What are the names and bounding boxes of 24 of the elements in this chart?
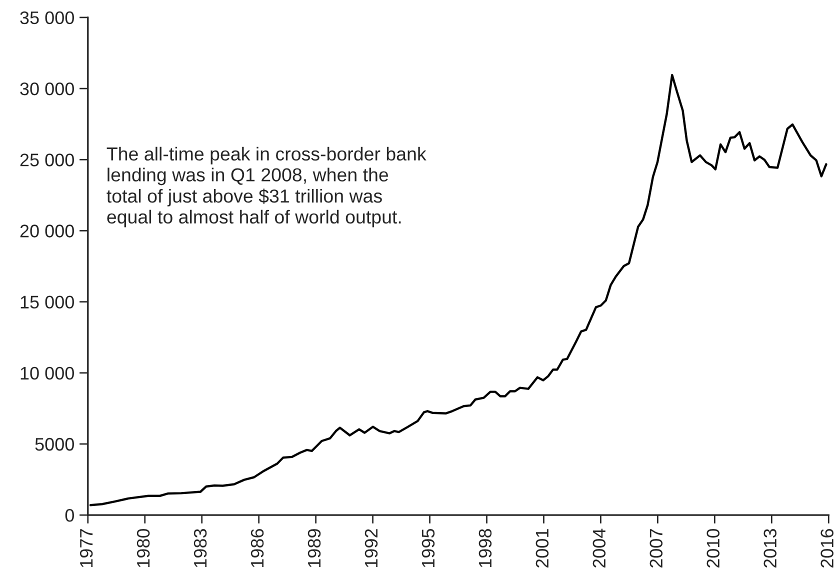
x-tick-label: 2007 <box>650 529 663 568</box>
x-tick-label: 1998 <box>478 529 492 568</box>
x-tick-label: 1992 <box>364 529 378 568</box>
x-tick-label: 1986 <box>250 529 264 568</box>
y-tick-label: 10 000 <box>20 366 74 380</box>
x-tick-label: 2010 <box>706 528 720 568</box>
x-tick-label: 2004 <box>592 528 606 568</box>
y-tick-label: 5000 <box>35 438 74 451</box>
x-tick-label: 2013 <box>764 529 776 568</box>
x-tick-label: 1989 <box>308 529 321 568</box>
y-tick-label: 0 <box>65 509 74 522</box>
x-tick-label: 1980 <box>136 528 150 568</box>
line-series <box>89 74 828 506</box>
x-tick-label: 1977 <box>80 529 93 568</box>
x-tick-label: 2016 <box>820 529 834 568</box>
x-tick-label: 1983 <box>194 529 207 568</box>
x-tick-label: 2001 <box>536 529 549 568</box>
y-tick-label: 20 000 <box>20 224 74 238</box>
y-tick-label: 15 000 <box>20 296 74 309</box>
y-tick-label: 35 000 <box>20 11 74 24</box>
x-tick-label: 1995 <box>422 529 435 568</box>
y-tick-label: 30 000 <box>20 82 74 96</box>
y-tick-label: 25 000 <box>20 154 74 166</box>
annotation: The all-time peak in cross-border bank lending was in Q1 2008, when the total of just above $31 trillion was equal to almost half of world output. <box>106 146 426 228</box>
